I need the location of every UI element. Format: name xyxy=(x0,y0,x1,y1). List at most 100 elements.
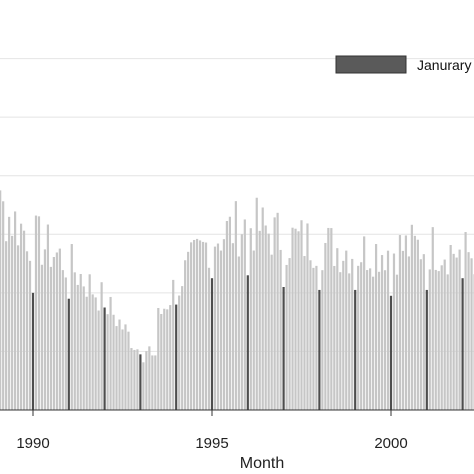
bar-month xyxy=(11,235,14,410)
bar-month xyxy=(369,268,372,410)
bar-month xyxy=(8,216,11,410)
bar-month xyxy=(348,273,351,410)
bar-month xyxy=(2,201,5,410)
bar-month xyxy=(455,257,458,410)
bar-month xyxy=(249,228,252,410)
bar-month xyxy=(118,319,121,410)
bar-month xyxy=(16,245,20,410)
bar-month xyxy=(401,250,405,410)
bar-month xyxy=(124,324,127,410)
bar-month xyxy=(70,244,73,410)
bar-month xyxy=(184,260,187,410)
bar-month xyxy=(25,251,29,410)
bar-january xyxy=(139,354,142,410)
bar-month xyxy=(82,286,85,410)
bar-month xyxy=(204,242,208,410)
bar-month xyxy=(372,276,375,410)
bar-month xyxy=(300,220,303,410)
bar-month xyxy=(55,252,58,410)
bar-month xyxy=(213,246,217,410)
bar-month xyxy=(195,238,199,410)
bar-month xyxy=(392,253,396,410)
bar-month xyxy=(201,241,205,410)
bar-month xyxy=(166,309,169,410)
bar-month xyxy=(100,282,103,410)
bar-month xyxy=(130,348,133,410)
bar-month xyxy=(303,256,306,410)
bar-month xyxy=(148,346,151,410)
bar-month xyxy=(219,250,223,410)
bar-month xyxy=(267,233,270,410)
bar-month xyxy=(49,266,52,410)
bar-month xyxy=(374,244,378,410)
bar-month xyxy=(434,269,437,410)
bar-month xyxy=(34,215,38,410)
bar-month xyxy=(40,264,44,410)
bar-january xyxy=(67,298,70,410)
bar-month xyxy=(449,245,452,410)
x-tick-label: 1995 xyxy=(195,435,228,452)
bar-month xyxy=(440,265,443,410)
bar-month xyxy=(106,314,109,410)
bar-month xyxy=(377,271,381,410)
bar-month xyxy=(327,227,330,410)
bar-month xyxy=(458,249,461,410)
bar-month xyxy=(330,228,333,410)
bar-month xyxy=(386,250,390,410)
bar-month xyxy=(37,216,41,410)
bar-january xyxy=(318,289,321,410)
bar-month xyxy=(142,362,145,410)
bar-january xyxy=(425,289,428,410)
bar-month xyxy=(380,255,384,410)
bar-month xyxy=(288,258,291,410)
bar-month xyxy=(306,223,309,410)
bar-january xyxy=(282,287,285,410)
bar-month xyxy=(225,221,229,410)
bar-month xyxy=(237,256,240,410)
bar-month xyxy=(157,308,160,410)
bar-month xyxy=(88,274,91,410)
bar-month xyxy=(270,254,273,410)
bar-month xyxy=(91,294,94,410)
bar-month xyxy=(133,349,136,410)
bar-month xyxy=(61,270,64,410)
bar-month xyxy=(121,329,124,410)
bar-month xyxy=(178,295,181,410)
bar-month xyxy=(351,258,354,410)
bar-month xyxy=(383,270,387,410)
bar-month xyxy=(231,243,234,410)
bar-month xyxy=(410,224,413,410)
bar-month xyxy=(446,274,449,410)
bar-month xyxy=(419,259,422,410)
bar-month xyxy=(154,355,157,410)
bar-month xyxy=(109,296,112,410)
bar-january xyxy=(461,278,464,410)
bar-month xyxy=(360,262,363,410)
bar-month xyxy=(321,270,324,410)
bar-month xyxy=(145,351,148,410)
bar-month xyxy=(258,230,261,410)
x-tick-label: 2000 xyxy=(374,435,407,452)
bar-month xyxy=(333,265,336,410)
bar-month xyxy=(94,297,97,410)
bar-month xyxy=(19,223,23,410)
bar-month xyxy=(190,242,193,410)
x-ticks: 1990199520002005201020 xyxy=(16,410,408,452)
bar-month xyxy=(193,239,196,410)
bar-month xyxy=(452,253,455,410)
bar-month xyxy=(363,236,366,410)
bar-month xyxy=(187,251,190,410)
bar-month xyxy=(46,224,50,410)
legend: Janurary xyxy=(335,55,471,74)
bar-month xyxy=(127,331,130,410)
bar-month xyxy=(339,272,342,410)
bar-month xyxy=(291,227,294,410)
bar-month xyxy=(163,308,166,410)
bar-month xyxy=(285,264,288,410)
bar-january xyxy=(210,278,214,410)
legend-swatch-january xyxy=(335,55,407,74)
bar-month xyxy=(198,240,202,410)
bar-month xyxy=(398,235,402,410)
bar-month xyxy=(416,239,419,410)
bar-month xyxy=(207,267,211,410)
